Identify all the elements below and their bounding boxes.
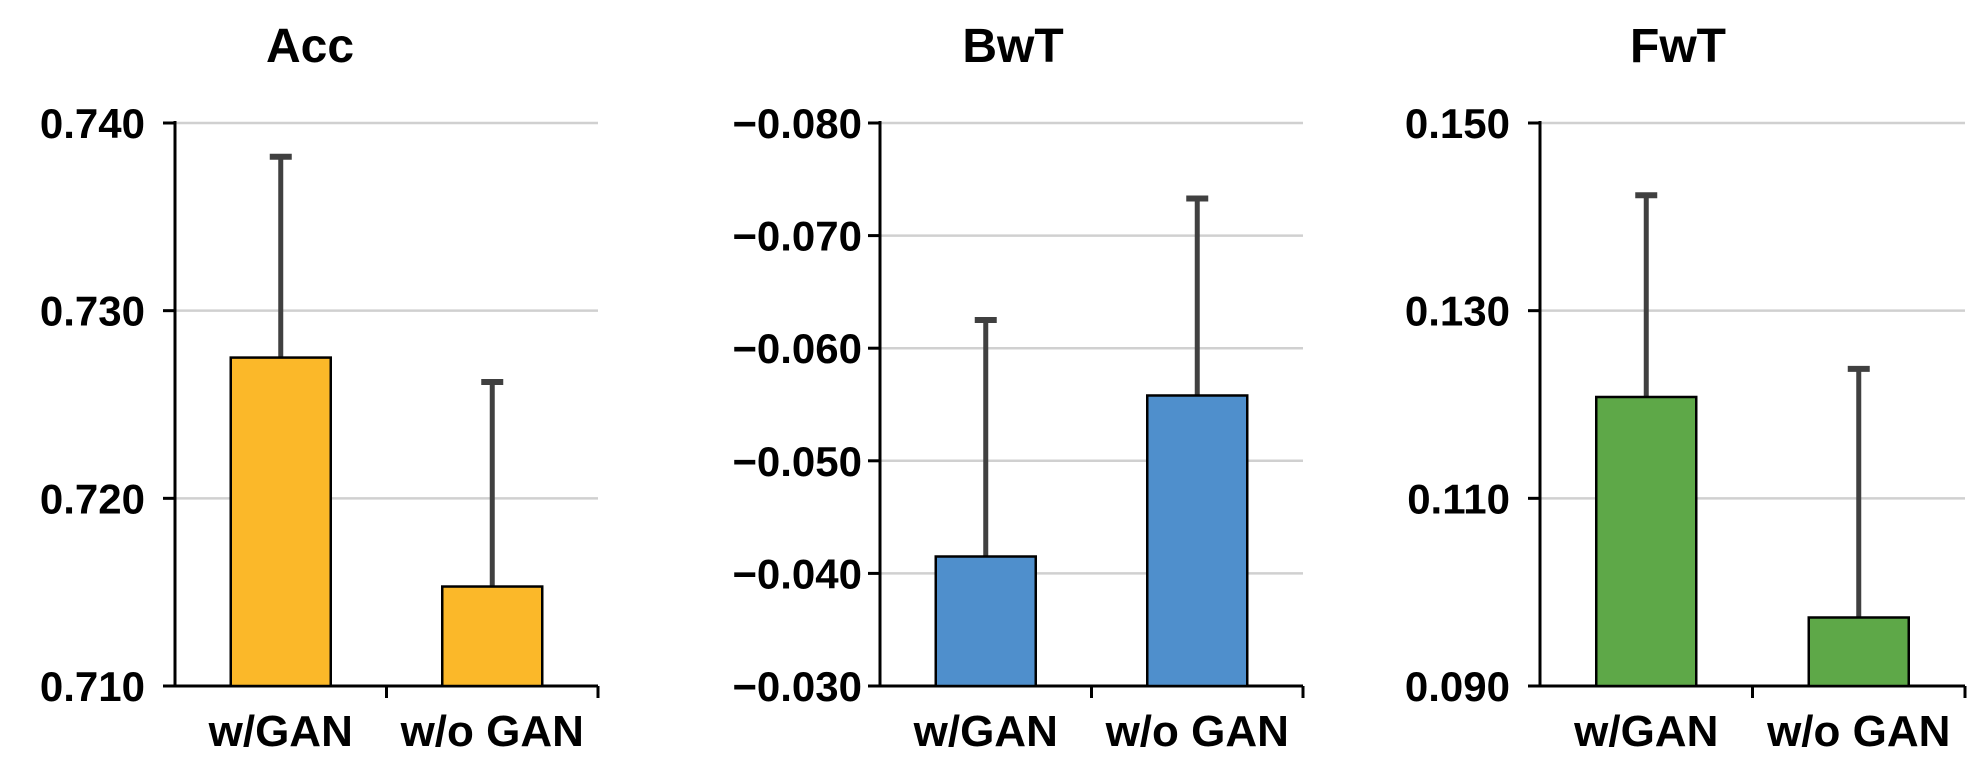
- x-category-label: w/o GAN: [1105, 707, 1289, 756]
- x-category-label: w/GAN: [1573, 707, 1718, 756]
- y-tick-label: 0.130: [1405, 288, 1510, 335]
- y-tick-label: 0.090: [1405, 663, 1510, 710]
- x-category-label: w/GAN: [208, 707, 353, 756]
- chart-title-acc: Acc: [266, 20, 354, 73]
- x-category-label: w/o GAN: [400, 707, 584, 756]
- chart-panel-bwt: BwT −0.030 −0.040 −0.050 −0.060 −0.070 −0.080 w…: [732, 20, 1305, 756]
- chart-title-fwt: FwT: [1630, 20, 1726, 73]
- x-category-label: w/o GAN: [1766, 707, 1950, 756]
- y-tick-label: −0.070: [732, 213, 862, 260]
- bar-bwt-wo-gan: [1146, 394, 1249, 688]
- y-tick-label: −0.030: [732, 663, 862, 710]
- y-tick-label: −0.040: [732, 550, 862, 597]
- chart-panel-fwt: FwT 0.090 0.110 0.130 0.150 w/GAN w/o GAN: [1405, 20, 1967, 756]
- y-tick-label: 0.730: [40, 288, 145, 335]
- bar-bwt-w-gan: [934, 555, 1037, 688]
- y-tick-label: −0.050: [732, 438, 862, 485]
- y-tick-label: 0.110: [1407, 475, 1510, 522]
- y-tick-label: 0.740: [40, 100, 145, 147]
- bar-fwt-w-gan: [1595, 395, 1698, 688]
- chart-title-bwt: BwT: [962, 20, 1063, 73]
- y-tick-label: −0.080: [732, 100, 862, 147]
- chart-panel-acc: Acc 0.710 0.720 0.730 0.740 w/GAN w/o GAN: [40, 20, 600, 756]
- y-tick-label: 0.710: [40, 663, 145, 710]
- y-tick-label: 0.150: [1405, 100, 1510, 147]
- y-tick-label: 0.720: [40, 475, 145, 522]
- bar-acc-wo-gan: [441, 585, 544, 688]
- y-tick-label: −0.060: [732, 325, 862, 372]
- x-category-label: w/GAN: [913, 707, 1058, 756]
- bar-acc-w-gan: [229, 356, 332, 688]
- bar-fwt-wo-gan: [1807, 616, 1910, 688]
